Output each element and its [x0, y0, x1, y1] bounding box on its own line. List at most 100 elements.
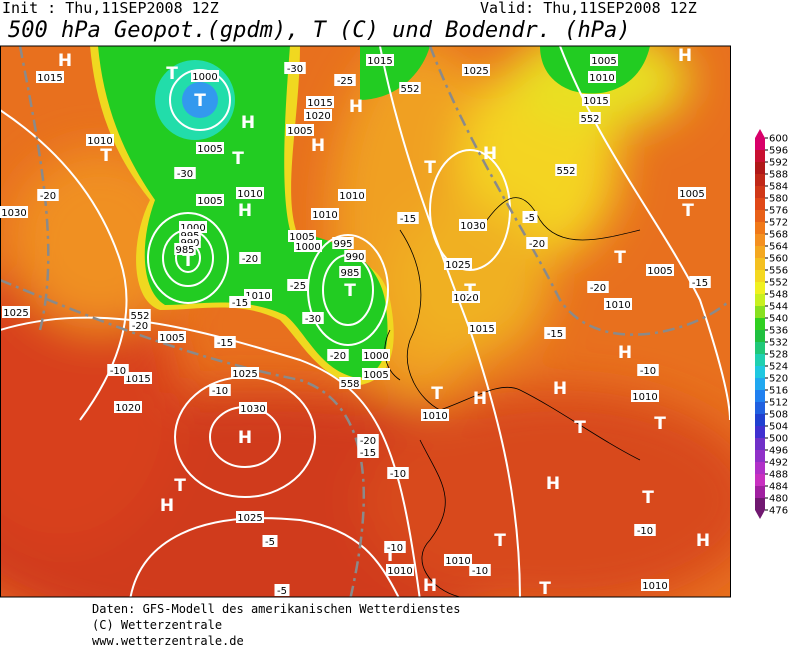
label-box: [196, 194, 224, 206]
contour-label: 552: [556, 166, 575, 177]
colorbar-segment: [755, 246, 765, 258]
colorbar-segment: [755, 318, 765, 330]
contour-label: 1010: [589, 73, 614, 84]
label-box: [604, 298, 632, 310]
label-box: [397, 212, 419, 224]
contour-label: -5: [277, 586, 287, 597]
pressure-center: T: [682, 201, 694, 221]
colorbar-tick-label: 548: [769, 290, 788, 301]
contour-label: 558: [340, 379, 359, 390]
contour-label: -30: [177, 169, 193, 180]
label-box: [274, 584, 290, 596]
contour-label: -10: [110, 366, 126, 377]
label-box: [239, 402, 267, 414]
label-box: [86, 134, 114, 146]
valid-time: Valid: Thu,11SEP2008 12Z: [480, 0, 697, 17]
label-box: [678, 187, 706, 199]
label-box: [338, 189, 366, 201]
colorbar-segment: [755, 222, 765, 234]
contour-label: 1015: [469, 324, 494, 335]
pressure-center: H: [241, 113, 255, 133]
contour-label: -30: [287, 64, 303, 75]
contour-label: -15: [692, 278, 708, 289]
label-box: [384, 541, 406, 553]
label-box: [286, 124, 314, 136]
colorbar-segment: [755, 186, 765, 198]
pressure-center: H: [311, 136, 325, 156]
colorbar-tick-label: 600: [769, 134, 788, 145]
colorbar-tick-label: 580: [769, 194, 788, 205]
colorbar-tick-label: 476: [769, 506, 788, 517]
pressure-center: T: [194, 91, 206, 111]
colorbar-tick-label: 488: [769, 470, 788, 481]
label-box: [362, 349, 390, 361]
colorbar-tick-label: 496: [769, 446, 788, 457]
pressure-center: H: [618, 343, 632, 363]
label-box: [244, 289, 272, 301]
label-box: [459, 219, 487, 231]
label-box: [366, 54, 394, 66]
contour-label: -10: [390, 469, 406, 480]
contour-label: 1005: [363, 370, 388, 381]
contour-label: -15: [232, 298, 248, 309]
colorbar-tick-label: 592: [769, 158, 788, 169]
label-box: [284, 62, 306, 74]
contour-label: 1005: [197, 144, 222, 155]
colorbar-segment: [755, 138, 765, 150]
colorbar-segment: [755, 210, 765, 222]
contour-label: 1005: [647, 266, 672, 277]
contour-label: 1030: [1, 208, 26, 219]
pressure-center: T: [539, 579, 551, 599]
colorbar-tick-label: 576: [769, 206, 788, 217]
pressure-center: H: [483, 144, 497, 164]
label-box: [124, 372, 152, 384]
colorbar-arrow: [755, 510, 765, 519]
label-box: [579, 112, 601, 124]
label-box: [588, 71, 616, 83]
label-box: [631, 390, 659, 402]
pressure-center: T: [614, 248, 626, 268]
contour-label: 1005: [197, 196, 222, 207]
label-box: [287, 279, 309, 291]
colorbar-segment: [755, 234, 765, 246]
label-box: [229, 296, 251, 308]
colorbar-segment: [755, 294, 765, 306]
colorbar-segment: [755, 270, 765, 282]
colorbar-segment: [755, 438, 765, 450]
label-box: [306, 96, 334, 108]
contour-label: 1000: [180, 223, 205, 234]
colorbar-tick-label: 520: [769, 374, 788, 385]
pressure-center: T: [182, 251, 194, 271]
contour-label: 1005: [159, 333, 184, 344]
label-box: [522, 211, 538, 223]
contour-label: 1015: [37, 73, 62, 84]
colorbar-tick-label: 540: [769, 314, 788, 325]
label-box: [590, 54, 618, 66]
pressure-center: H: [473, 389, 487, 409]
colorbar-segment: [755, 258, 765, 270]
pressure-center: T: [494, 531, 506, 551]
label-box: [236, 511, 264, 523]
pressure-center: H: [553, 379, 567, 399]
colorbar-tick-label: 560: [769, 254, 788, 265]
label-box: [689, 276, 711, 288]
contour-label: 1015: [583, 96, 608, 107]
colorbar-tick-label: 572: [769, 218, 788, 229]
label-box: [2, 306, 30, 318]
colorbar-tick-label: 536: [769, 326, 788, 337]
footer-line: www.wetterzentrale.de: [92, 634, 244, 648]
colorbar-tick-label: 500: [769, 434, 788, 445]
label-box: [399, 82, 421, 94]
contour-label: -5: [265, 537, 275, 548]
map-labels: 1015100010051010101010051030100099599098…: [0, 46, 711, 599]
label-box: [174, 243, 196, 255]
contour-label: 1020: [453, 293, 478, 304]
contour-label: 1010: [87, 136, 112, 147]
colorbar-segment: [755, 462, 765, 474]
pressure-center: T: [574, 418, 586, 438]
label-box: [555, 164, 577, 176]
contour-label: 1025: [445, 260, 470, 271]
colorbar-segment: [755, 474, 765, 486]
label-box: [462, 64, 490, 76]
pressure-center: T: [344, 281, 356, 301]
